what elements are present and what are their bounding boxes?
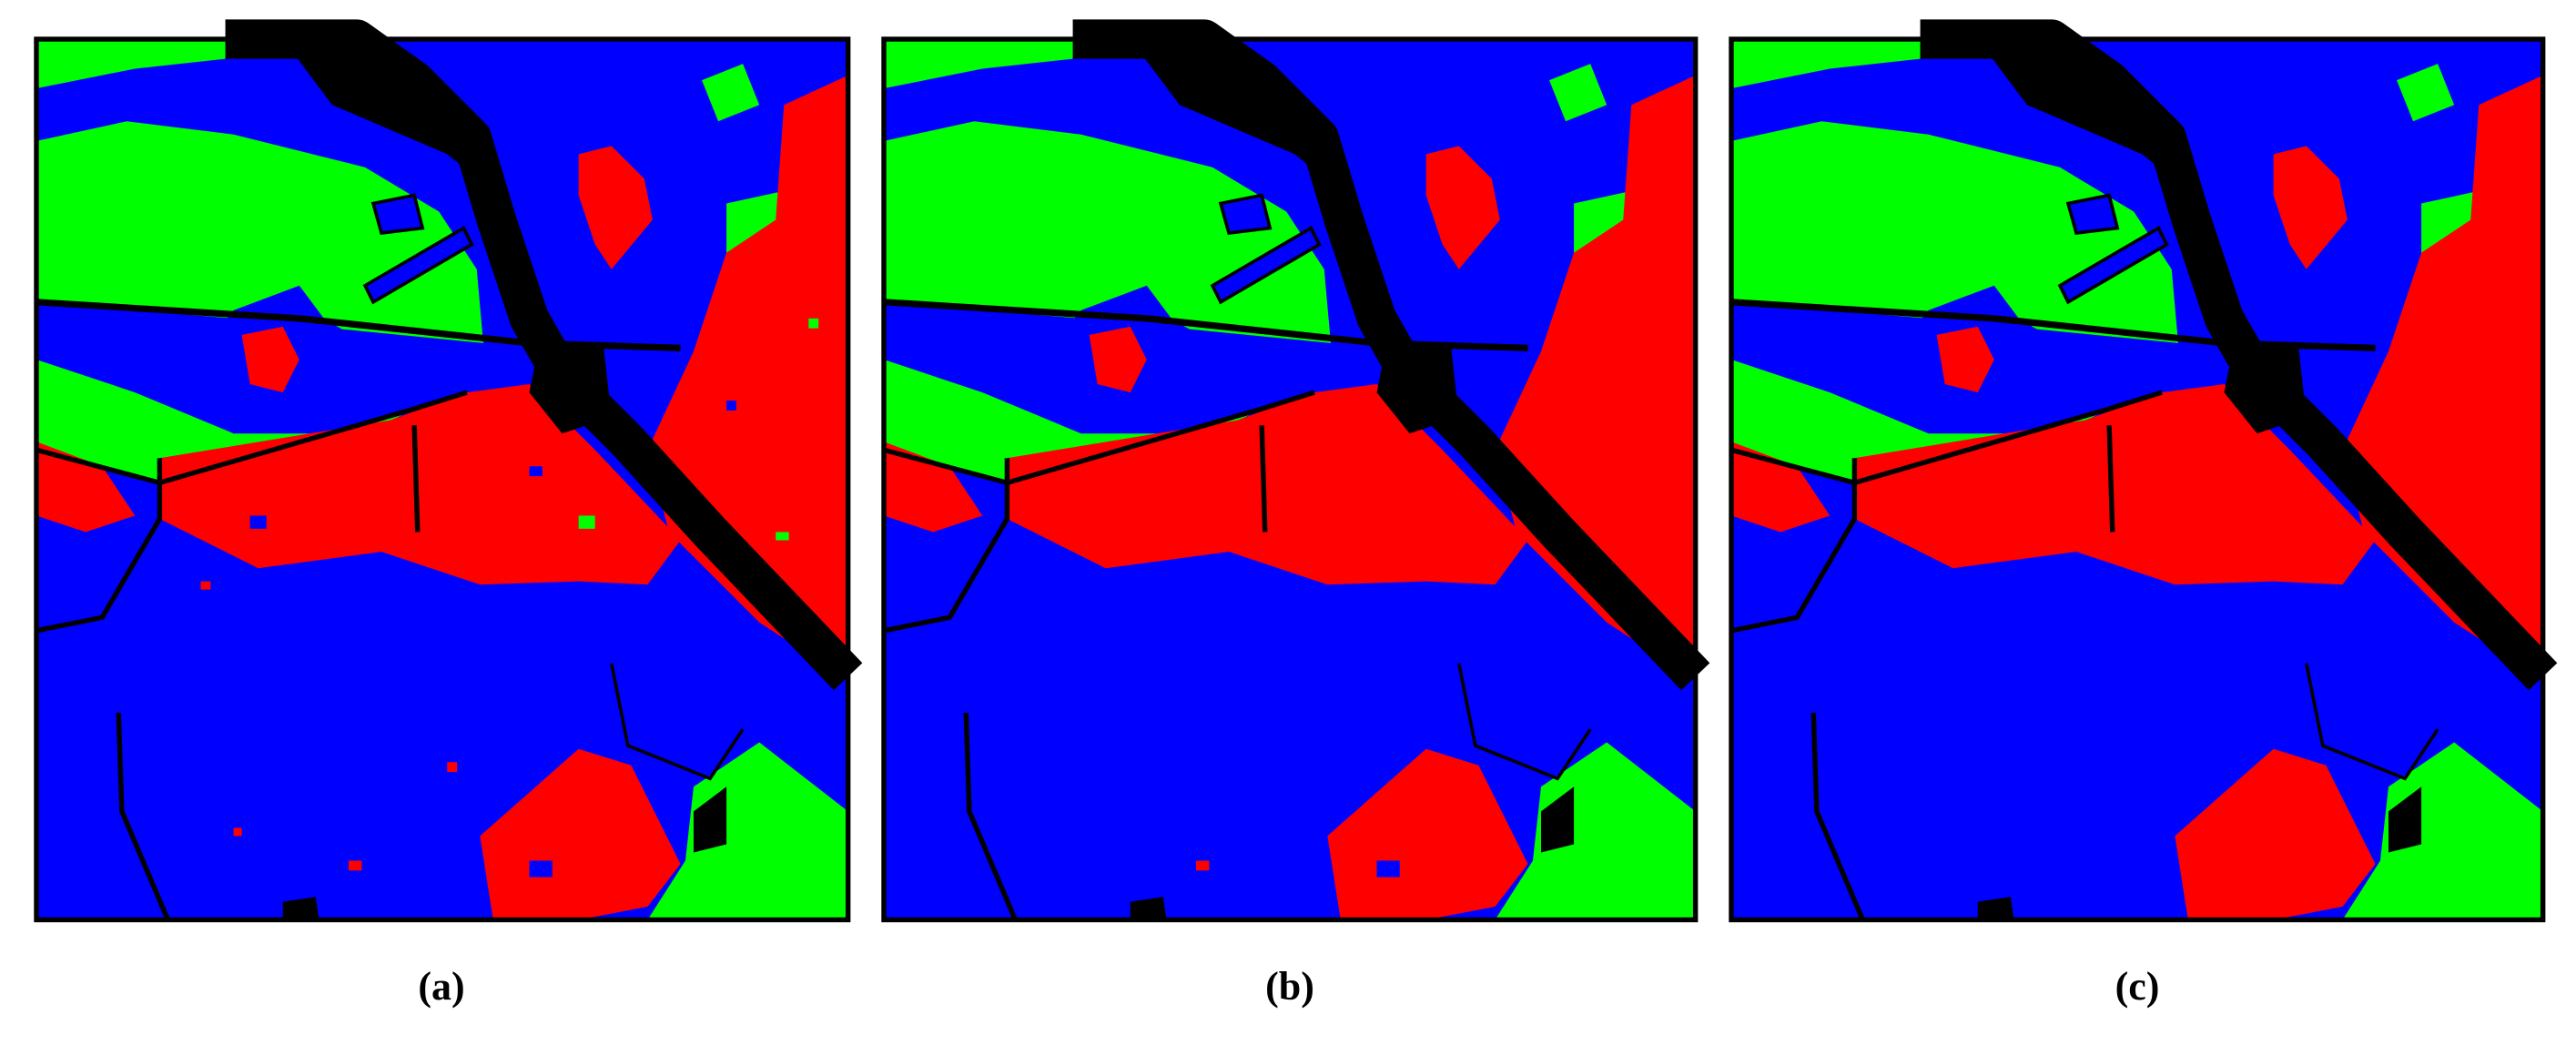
panel-label: (a) — [418, 964, 464, 1009]
panel-label: (c) — [2115, 964, 2160, 1009]
panel-label: (b) — [1265, 964, 1314, 1009]
panel-b — [884, 39, 1696, 919]
panel-c — [1731, 39, 2543, 919]
panel-a — [36, 39, 848, 919]
